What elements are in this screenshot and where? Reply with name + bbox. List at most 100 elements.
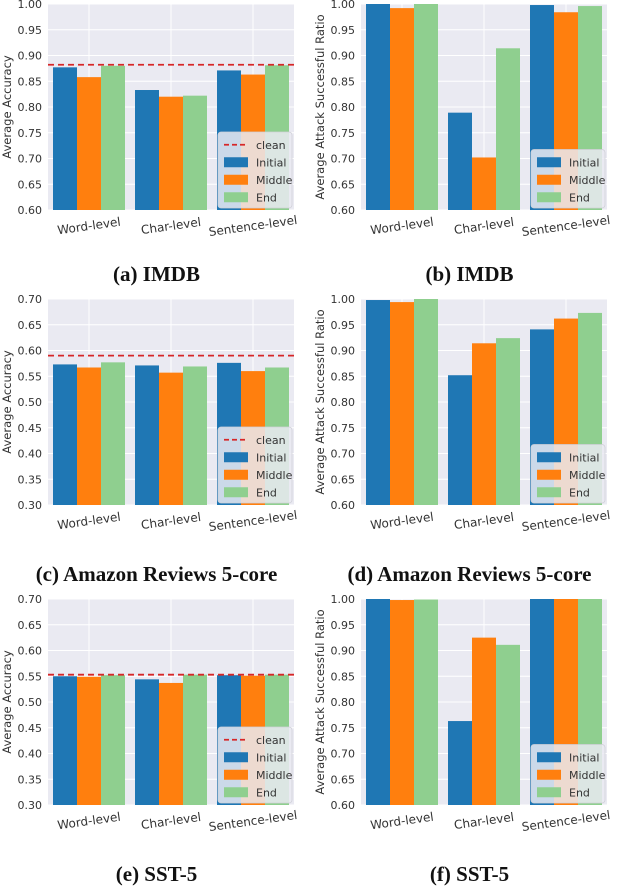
chart-b-legend-label: Initial (569, 156, 599, 169)
chart-c-xtick-label: Char-level (140, 510, 202, 532)
chart-e-ytick-label: 0.30 (18, 799, 43, 812)
chart-b-ytick-label: 0.65 (331, 178, 356, 191)
chart-f-bar-middle-word-level (390, 600, 414, 805)
chart-e-ytick-label: 0.50 (18, 696, 43, 709)
chart-c-bar-initial-char-level (135, 365, 159, 505)
chart-d-ytick-label: 0.95 (331, 319, 356, 332)
chart-b-ytick-label: 1.00 (331, 0, 356, 11)
chart-c-bar-initial-word-level (53, 364, 77, 505)
chart-c-ytick-label: 0.35 (18, 473, 43, 486)
chart-f-ytick-label: 0.75 (331, 722, 356, 735)
chart-a-xtick-label: Sentence-level (208, 213, 298, 239)
chart-e-bar-end-char-level (183, 674, 207, 805)
chart-f-sst5-attack: 0.60 0.65 0.70 0.75 0.80 0.85 0.90 0.95 1.00 Word… (313, 595, 611, 834)
chart-c-legend-swatch-initial (224, 452, 248, 463)
chart-f-ytick-label: 0.90 (331, 645, 356, 658)
chart-f-legend: Initial Middle End (530, 744, 606, 804)
chart-c-ytick-label: 0.50 (18, 396, 43, 409)
chart-d-ylabel: Average Attack Successful Ratio (313, 309, 327, 494)
chart-a-legend-label: End (256, 191, 277, 204)
chart-b-ytick-label: 0.60 (331, 204, 356, 217)
chart-b-ytick-label: 0.95 (331, 24, 356, 37)
chart-b-bar-initial-char-level (448, 112, 472, 210)
chart-c-ytick-label: 0.40 (18, 448, 43, 461)
caption-b: (b) IMDB (425, 262, 514, 286)
chart-b-bar-middle-char-level (472, 157, 496, 210)
chart-d-ytick-label: 0.60 (331, 499, 356, 512)
chart-d-bar-initial-char-level (448, 375, 472, 505)
chart-f-bar-initial-char-level (448, 721, 472, 805)
chart-f-ylabel: Average Attack Successful Ratio (313, 609, 327, 794)
chart-e-legend-swatch-middle (224, 769, 248, 780)
chart-f-legend-label: Initial (569, 751, 599, 764)
chart-b-ytick-label: 0.90 (331, 50, 356, 63)
chart-c-legend-label: Initial (256, 451, 286, 464)
chart-e-legend-label: End (256, 786, 277, 799)
chart-f-xtick-label: Sentence-level (521, 808, 611, 834)
chart-a-bar-initial-word-level (53, 67, 77, 210)
chart-a-legend-label: Middle (256, 174, 293, 187)
chart-d-bar-middle-char-level (472, 343, 496, 505)
chart-d-ytick-label: 0.75 (331, 422, 356, 435)
chart-c-ytick-label: 0.45 (18, 422, 43, 435)
chart-b-bar-initial-word-level (366, 4, 390, 210)
chart-a-ytick-label: 0.70 (18, 153, 43, 166)
chart-c-xtick-label: Sentence-level (208, 508, 298, 534)
chart-c-xtick-label: Word-level (56, 510, 121, 533)
chart-f-ytick-label: 0.95 (331, 619, 356, 632)
chart-e-legend-swatch-initial (224, 752, 248, 763)
chart-c-ytick-label: 0.65 (18, 319, 43, 332)
chart-a-imdb-accuracy: 0.60 0.65 0.70 0.75 0.80 0.85 0.90 0.95 1.00 Word… (0, 0, 298, 239)
chart-c-ytick-label: 0.60 (18, 345, 43, 358)
chart-a-ytick-label: 0.85 (18, 75, 43, 88)
chart-e-ytick-label: 0.45 (18, 722, 43, 735)
chart-f-ytick-label: 0.85 (331, 670, 356, 683)
chart-f-bar-middle-char-level (472, 637, 496, 805)
chart-e-legend: clean Initial Middle End (217, 726, 293, 804)
chart-b-ytick-label: 0.75 (331, 127, 356, 140)
chart-f-ytick-label: 1.00 (331, 595, 356, 606)
chart-c-ylabel: Average Accuracy (0, 350, 14, 454)
chart-c-legend-swatch-middle (224, 469, 248, 480)
chart-a-ytick-label: 0.65 (18, 178, 43, 191)
chart-b-bar-middle-word-level (390, 8, 414, 211)
chart-d-amazon-attack: 0.60 0.65 0.70 0.75 0.80 0.85 0.90 0.95 1.00 Word… (313, 295, 611, 534)
chart-f-ytick-label: 0.70 (331, 748, 356, 761)
chart-a-xtick-label: Char-level (140, 215, 202, 237)
chart-e-legend-swatch-end (224, 787, 248, 798)
chart-a-ytick-label: 0.60 (18, 204, 43, 217)
chart-b-ytick-label: 0.85 (331, 75, 356, 88)
chart-d-ytick-label: 0.70 (331, 448, 356, 461)
chart-d-ytick-label: 0.80 (331, 396, 356, 409)
caption-e: (e) SST-5 (115, 862, 198, 886)
chart-d-legend-label: Initial (569, 451, 599, 464)
chart-c-legend-label: End (256, 486, 277, 499)
chart-b-ytick-label: 0.70 (331, 153, 356, 166)
chart-d-ytick-label: 1.00 (331, 295, 356, 306)
chart-a-legend-swatch-middle (224, 174, 248, 185)
chart-e-bar-middle-word-level (77, 676, 101, 805)
caption-f: (f) SST-5 (429, 862, 510, 886)
chart-a-legend: clean Initial Middle End (217, 131, 293, 209)
chart-f-legend-swatch-end (537, 787, 561, 798)
chart-a-legend-swatch-end (224, 192, 248, 203)
chart-a-legend-swatch-initial (224, 157, 248, 168)
chart-b-bar-end-word-level (414, 4, 438, 210)
chart-e-xtick-label: Char-level (140, 810, 202, 832)
chart-e-legend-frame (217, 726, 293, 804)
chart-a-ylabel: Average Accuracy (0, 55, 14, 159)
chart-b-legend-label: Middle (569, 174, 606, 187)
chart-f-legend-label: End (569, 786, 590, 799)
chart-d-xtick-label: Sentence-level (521, 508, 611, 534)
chart-a-legend-label: Initial (256, 156, 286, 169)
chart-c-legend: clean Initial Middle End (217, 426, 293, 504)
chart-b-legend-swatch-end (537, 192, 561, 203)
chart-e-ytick-label: 0.55 (18, 670, 43, 683)
chart-e-bar-initial-word-level (53, 676, 77, 805)
chart-e-bar-end-word-level (101, 675, 125, 805)
chart-d-legend-swatch-end (537, 487, 561, 498)
chart-a-bar-middle-word-level (77, 77, 101, 210)
chart-c-bar-end-word-level (101, 362, 125, 505)
chart-f-xtick-label: Char-level (453, 810, 515, 832)
chart-c-ytick-label: 0.30 (18, 499, 43, 512)
